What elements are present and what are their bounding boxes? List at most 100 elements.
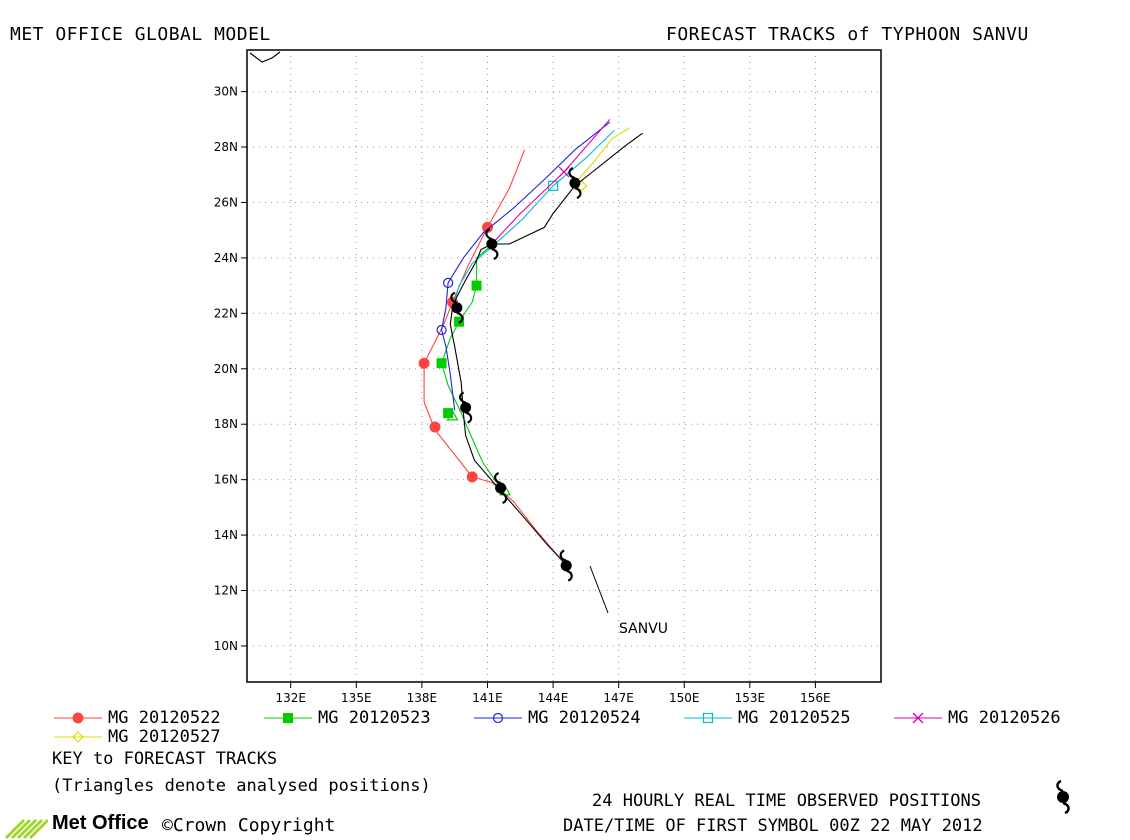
forecast-track-line	[451, 130, 615, 308]
track-marker	[547, 180, 559, 191]
legend-label: MG 20120522	[108, 708, 221, 728]
storm-label-leader	[589, 565, 609, 614]
track-marker	[436, 324, 447, 336]
forecast-track-line	[441, 121, 611, 411]
forecast-tracks	[418, 118, 630, 572]
legend-label: MG 20120527	[108, 727, 221, 747]
lat-tick-label: 10N	[214, 639, 238, 653]
lat-tick-label: 18N	[214, 417, 238, 431]
legend-label: MG 20120523	[318, 708, 431, 728]
track-marker	[912, 712, 924, 724]
lon-tick-label: 132E	[275, 691, 306, 705]
observed-position-arm	[459, 391, 467, 404]
legend-label: MG 20120526	[948, 708, 1061, 728]
legend-swatch	[474, 712, 522, 724]
observed-track	[449, 132, 644, 582]
observed-position-symbol	[568, 167, 582, 200]
track-marker	[72, 731, 84, 743]
lon-tick-label: 150E	[669, 691, 700, 705]
model-title: MET OFFICE GLOBAL MODEL	[10, 24, 271, 45]
lat-tick-label: 12N	[214, 584, 238, 598]
forecast-track-line	[491, 118, 611, 245]
legend-swatch	[54, 712, 102, 724]
observed-position-core	[569, 177, 581, 189]
legend-swatch	[894, 712, 942, 724]
observed-position-arm	[485, 228, 493, 241]
track-marker	[443, 277, 454, 288]
legend-swatch	[264, 713, 312, 723]
map-frame	[246, 49, 882, 683]
lat-tick-label: 16N	[214, 473, 238, 487]
lat-tick-label: 20N	[214, 362, 238, 376]
lon-tick-label: 153E	[735, 691, 766, 705]
legend-label: MG 20120525	[738, 708, 851, 728]
typhoon-symbol-icon	[1056, 780, 1070, 814]
met-office-logo-text: Met Office	[52, 812, 149, 834]
observed-position-arm	[450, 291, 458, 304]
observed-position-symbol	[559, 549, 573, 582]
observed-positions-text: 24 HOURLY REAL TIME OBSERVED POSITIONS	[592, 791, 981, 811]
track-marker	[72, 712, 84, 724]
lon-tick-label: 141E	[472, 691, 503, 705]
observed-position-core	[495, 482, 507, 494]
observed-position-core	[451, 302, 463, 314]
map-grid	[247, 50, 881, 682]
forecast-track-line	[574, 127, 630, 184]
forecast-track-series	[451, 130, 615, 308]
observed-position-arm	[574, 186, 582, 200]
lon-tick-label: 144E	[538, 691, 569, 705]
observed-position-arm	[465, 411, 473, 424]
axis-labels: 10N 12N 14N 16N 18N 20N 22N 24N 26N 28N 30N 132E 135…	[214, 85, 831, 705]
crown-copyright: ©Crown Copyright	[162, 815, 336, 836]
track-marker	[558, 166, 570, 178]
forecast-track-line	[423, 149, 567, 566]
track-marker	[466, 471, 478, 483]
track-marker	[443, 408, 454, 419]
forecast-track-series	[436, 246, 502, 489]
lat-tick-label: 14N	[214, 528, 238, 542]
met-office-logo-icon	[4, 818, 48, 840]
storm-label-group: SANVU	[589, 565, 668, 637]
lon-tick-label: 135E	[341, 691, 372, 705]
legend-swatch	[54, 731, 102, 743]
lon-tick-label: 156E	[800, 691, 831, 705]
key-title: KEY to FORECAST TRACKS	[52, 749, 278, 769]
track-marker	[283, 713, 293, 723]
key-note: (Triangles denote analysed positions)	[52, 776, 431, 796]
forecast-track-series	[436, 121, 611, 411]
forecast-track-series	[574, 127, 630, 192]
lat-tick-label: 30N	[214, 85, 238, 99]
track-marker	[492, 712, 504, 724]
track-marker	[436, 358, 447, 369]
track-marker	[702, 712, 714, 724]
chart-title: FORECAST TRACKS of TYPHOON SANVU	[666, 24, 1029, 45]
observed-position-arm	[559, 549, 567, 562]
lat-tick-label: 28N	[214, 140, 238, 154]
observed-position-core	[460, 402, 472, 414]
legend-label: MG 20120524	[528, 708, 641, 728]
lat-tick-label: 26N	[214, 195, 238, 209]
coastline	[249, 51, 281, 63]
observed-position-symbol	[494, 471, 508, 504]
observed-position-arm	[565, 569, 573, 582]
observed-position-symbol	[485, 228, 499, 261]
track-marker	[418, 357, 430, 369]
track-marker	[471, 280, 482, 291]
lon-tick-label: 147E	[603, 691, 634, 705]
observed-position-arm	[494, 471, 501, 485]
observed-position-core	[560, 560, 572, 572]
observed-position-arm	[491, 247, 499, 261]
first-symbol-datetime: DATE/TIME OF FIRST SYMBOL 00Z 22 MAY 201…	[563, 816, 983, 836]
observed-position-symbol	[459, 391, 473, 424]
observed-track-line	[449, 132, 644, 566]
observed-position-arm	[568, 167, 576, 180]
analysed-position-triangle	[446, 409, 459, 421]
observed-position-core	[486, 238, 498, 250]
track-marker	[429, 421, 441, 433]
observed-position-arm	[500, 491, 508, 504]
observed-position-arm	[456, 311, 464, 324]
observed-position-symbol	[450, 291, 464, 324]
lon-tick-label: 138E	[407, 691, 438, 705]
lat-tick-label: 24N	[214, 251, 238, 265]
